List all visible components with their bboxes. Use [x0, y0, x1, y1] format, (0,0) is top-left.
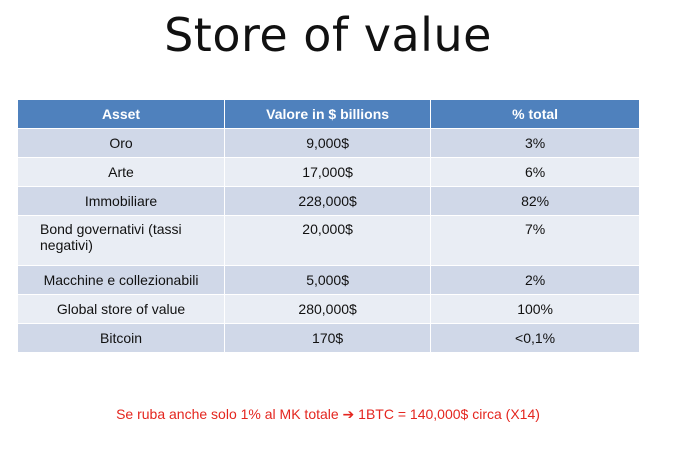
percent-cell: 6% [430, 157, 639, 187]
value-cell: 20,000$ [224, 215, 432, 266]
store-of-value-table: Asset Valore in $ billions % total Oro 9… [18, 100, 639, 352]
table-row: Macchine e collezionabili 5,000$ 2% [18, 265, 639, 295]
asset-cell: Oro [18, 128, 226, 158]
table-row: Oro 9,000$ 3% [18, 128, 639, 158]
table-row: Bond governativi (tassi negativi) 20,000… [18, 215, 639, 266]
value-cell: 17,000$ [224, 157, 432, 187]
asset-cell: Macchine e collezionabili [18, 265, 226, 295]
value-cell: 9,000$ [224, 128, 432, 158]
percent-cell: 100% [430, 294, 639, 324]
table-row: Global store of value 280,000$ 100% [18, 294, 639, 324]
table-header-row: Asset Valore in $ billions % total [18, 100, 639, 129]
asset-cell: Bitcoin [18, 323, 226, 352]
slide-title: Store of value [164, 8, 492, 62]
percent-cell: 2% [430, 265, 639, 295]
asset-cell: Arte [18, 157, 226, 187]
percent-cell: 3% [430, 128, 639, 158]
percent-cell: 7% [430, 215, 639, 266]
asset-cell: Bond governativi (tassi negativi) [18, 215, 226, 266]
value-cell: 280,000$ [224, 294, 432, 324]
value-cell: 170$ [224, 323, 432, 352]
footnote-note: Se ruba anche solo 1% al MK totale ➔ 1BT… [116, 406, 540, 422]
value-cell: 5,000$ [224, 265, 432, 295]
percent-cell: <0,1% [430, 323, 639, 352]
header-asset: Asset [18, 100, 226, 129]
value-cell: 228,000$ [224, 186, 432, 216]
asset-cell: Immobiliare [18, 186, 226, 216]
asset-cell: Global store of value [18, 294, 226, 324]
table-row: Immobiliare 228,000$ 82% [18, 186, 639, 216]
header-value: Valore in $ billions [224, 100, 432, 129]
percent-cell: 82% [430, 186, 639, 216]
table-row: Arte 17,000$ 6% [18, 157, 639, 187]
table-row: Bitcoin 170$ <0,1% [18, 323, 639, 352]
header-percent: % total [430, 100, 639, 129]
